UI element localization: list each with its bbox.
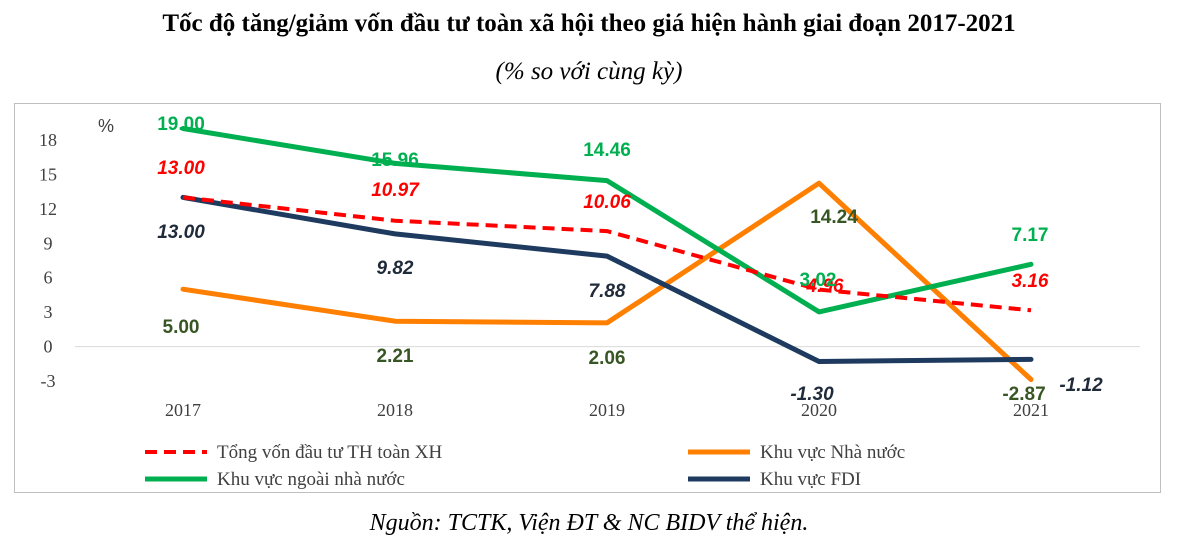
data-label: 19.00 xyxy=(157,114,205,135)
data-label: 13.00 xyxy=(157,222,205,243)
data-label: 14.46 xyxy=(583,140,631,161)
data-label: 3.16 xyxy=(1012,271,1049,292)
y-tick-label: 3 xyxy=(44,302,53,322)
x-tick-label: 2020 xyxy=(801,400,837,420)
chart-frame xyxy=(14,103,1161,493)
data-label: -2.87 xyxy=(1002,384,1045,405)
y-tick-label: -3 xyxy=(41,371,56,391)
legend-label: Khu vực ngoài nhà nước xyxy=(217,469,405,490)
data-label: 7.17 xyxy=(1012,225,1049,246)
x-tick-label: 2021 xyxy=(1013,400,1049,420)
y-tick-label: 18 xyxy=(39,130,57,150)
x-tick-label: 2017 xyxy=(165,400,201,420)
data-label: 4.96 xyxy=(806,276,844,297)
y-axis-unit-label: % xyxy=(98,116,114,136)
series-line xyxy=(180,194,1034,364)
y-tick-label: 6 xyxy=(44,268,53,288)
legend-label: Khu vực FDI xyxy=(760,469,861,490)
y-tick-label: 9 xyxy=(44,233,53,253)
data-label: 15.96 xyxy=(371,150,419,171)
y-tick-label: 12 xyxy=(39,199,57,219)
data-label: 2.21 xyxy=(377,346,414,367)
data-label: -1.30 xyxy=(790,384,834,405)
data-label: 7.88 xyxy=(589,281,626,302)
source-note: Nguồn: TCTK, Viện ĐT & NC BIDV thể hiện. xyxy=(369,510,809,536)
data-label: 13.00 xyxy=(157,158,205,179)
series-line xyxy=(182,195,1032,313)
chart-title: Tốc độ tăng/giảm vốn đầu tư toàn xã hội … xyxy=(162,10,1016,37)
data-label: 9.82 xyxy=(377,258,414,279)
data-label: 2.06 xyxy=(589,348,626,369)
x-tick-label: 2018 xyxy=(377,400,413,420)
data-label: 14.24 xyxy=(810,207,858,228)
data-label: 5.00 xyxy=(163,317,200,338)
x-tick-label: 2019 xyxy=(589,400,625,420)
y-tick-label: 15 xyxy=(39,164,57,184)
data-label: 3.02 xyxy=(800,270,837,291)
chart-subtitle: (% so với cùng kỳ) xyxy=(495,58,683,85)
legend-label: Khu vực Nhà nước xyxy=(760,442,905,463)
y-tick-label: 0 xyxy=(44,337,53,357)
data-label: 10.97 xyxy=(371,180,420,201)
series-line xyxy=(180,126,1034,315)
data-label: 10.06 xyxy=(583,192,631,213)
series-line xyxy=(180,180,1034,382)
legend-label: Tổng vốn đầu tư TH toàn XH xyxy=(217,442,443,463)
data-label: -1.12 xyxy=(1059,375,1103,396)
